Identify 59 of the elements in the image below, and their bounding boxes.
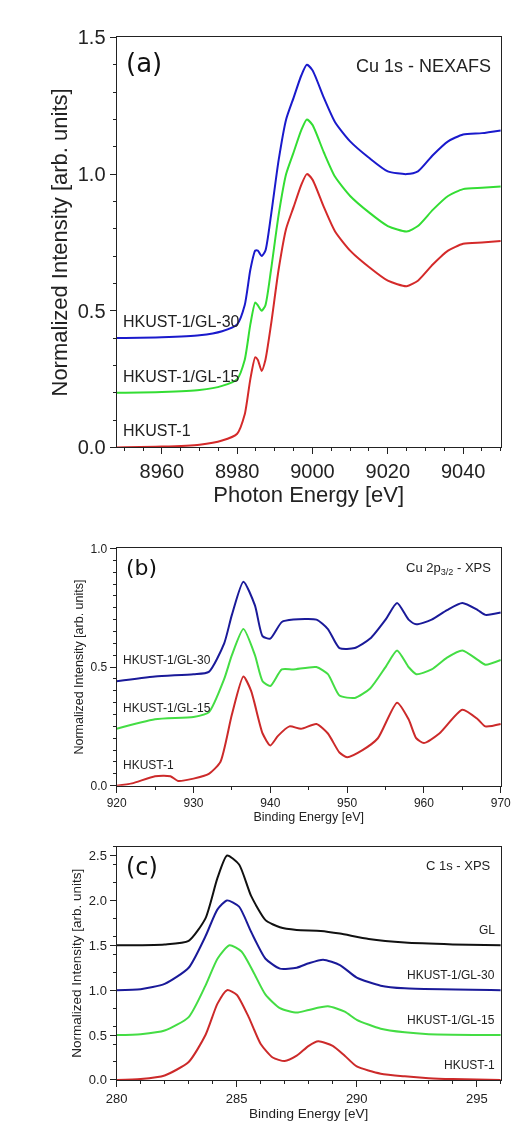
annotation: (a) bbox=[126, 48, 163, 78]
annotation: Cu 2p$_{3/2}$ - XPS bbox=[406, 560, 492, 577]
x-tick-label: 8960 bbox=[139, 460, 185, 483]
line-series bbox=[116, 899, 501, 992]
y-tick-label: 0.5 bbox=[77, 299, 106, 322]
line-series bbox=[116, 580, 501, 683]
x-axis-title: Binding Energy [eV] bbox=[249, 1105, 369, 1121]
line-series bbox=[116, 173, 501, 448]
series-label: HKUST-1 bbox=[123, 758, 174, 772]
line-series bbox=[116, 675, 501, 786]
y-tick-label: 1.0 bbox=[77, 163, 106, 186]
x-tick-label: 930 bbox=[183, 796, 204, 811]
x-tick-label: 950 bbox=[337, 796, 358, 811]
series-label: HKUST-1 bbox=[444, 1058, 495, 1072]
y-tick-label: 0.5 bbox=[90, 660, 108, 675]
y-tick-label: 1.0 bbox=[88, 982, 107, 998]
y-tick-label: 1.0 bbox=[90, 541, 108, 556]
line-series bbox=[116, 854, 501, 947]
y-tick-label: 0.0 bbox=[77, 436, 106, 459]
y-tick-label: 2.0 bbox=[88, 892, 107, 908]
series-label: HKUST-1/GL-30 bbox=[123, 653, 211, 667]
line-series bbox=[116, 118, 501, 394]
x-tick-label: 280 bbox=[105, 1090, 128, 1106]
line-series bbox=[116, 628, 501, 730]
y-tick-label: 0.0 bbox=[88, 1072, 107, 1088]
x-tick-label: 940 bbox=[260, 796, 281, 811]
y-tick-label: 0.0 bbox=[90, 778, 108, 793]
x-tick-label: 295 bbox=[465, 1090, 488, 1106]
series-label: HKUST-1/GL-15 bbox=[123, 368, 240, 385]
annotation: (c) bbox=[126, 853, 158, 881]
y-axis-title: Normalized Intensity [arb. units] bbox=[68, 868, 84, 1058]
annotation: Cu 1s - NEXAFS bbox=[356, 56, 492, 76]
x-tick-label: 960 bbox=[413, 796, 435, 811]
x-tick-label: 9000 bbox=[290, 460, 335, 483]
y-tick-label: 2.5 bbox=[88, 848, 107, 864]
line-series bbox=[116, 944, 501, 1037]
x-axis-title: Binding Energy [eV] bbox=[253, 810, 364, 825]
x-tick-label: 285 bbox=[225, 1090, 248, 1106]
x-tick-label: 920 bbox=[106, 796, 127, 811]
series-label: HKUST-1/GL-15 bbox=[123, 701, 211, 715]
series-label: HKUST-1/GL-30 bbox=[123, 313, 240, 330]
x-tick-label: 290 bbox=[345, 1090, 368, 1106]
series-label: HKUST-1/GL-30 bbox=[407, 968, 495, 982]
line-series bbox=[116, 989, 501, 1080]
y-tick-label: 1.5 bbox=[77, 26, 106, 49]
series-label: HKUST-1 bbox=[123, 422, 191, 439]
series-label: HKUST-1/GL-15 bbox=[407, 1013, 495, 1027]
annotation: C 1s - XPS bbox=[426, 858, 491, 873]
y-tick-label: 0.5 bbox=[88, 1027, 107, 1043]
series-label: GL bbox=[479, 923, 496, 937]
x-tick-label: 970 bbox=[490, 796, 512, 811]
annotation: (b) bbox=[126, 555, 158, 580]
x-axis-title: Photon Energy [eV] bbox=[213, 482, 405, 508]
y-axis-title: Normalized Intensity [arb. units] bbox=[46, 88, 72, 397]
x-tick-label: 8980 bbox=[214, 460, 260, 483]
x-tick-label: 9040 bbox=[440, 460, 486, 483]
y-tick-label: 1.5 bbox=[88, 937, 107, 953]
x-tick-label: 9020 bbox=[365, 460, 411, 483]
y-axis-title: Normalized Intensity [arb. units] bbox=[71, 579, 86, 755]
